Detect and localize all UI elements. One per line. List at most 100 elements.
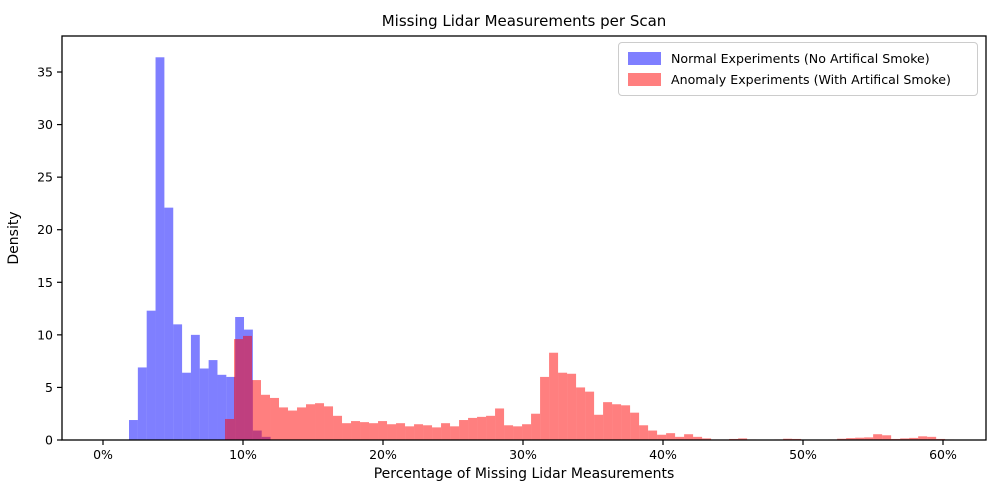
histogram-bar-anomaly [432,427,442,440]
histogram-bar-anomaly [450,426,460,440]
histogram-bar-anomaly [441,423,451,440]
histogram-bar-anomaly [369,423,379,440]
legend-row-anomaly: Anomaly Experiments (With Artifical Smok… [628,69,967,90]
histogram-bar-anomaly [918,436,928,440]
axis-ticks: 0% 10% 20% 30% 40% 50% 60% 0 5 10 15 20 25 30 35 [37,65,957,462]
histogram-bar-anomaly [540,376,550,440]
histogram-bar-anomaly [621,405,631,440]
histogram-bar-anomaly [387,424,397,440]
histogram-bar-normal [129,420,138,440]
x-tick-label: 40% [649,447,677,462]
y-tick-label: 35 [37,65,53,80]
histogram-bar-normal [217,374,227,440]
histogram-bar-anomaly [531,413,541,440]
plot-frame [61,35,987,441]
histogram-bar-anomaly [351,421,361,440]
histogram-bar-anomaly [468,417,478,440]
histogram-bar-anomaly [630,412,640,440]
histogram-bar-anomaly [243,335,252,440]
histogram-bar-anomaly [288,410,298,440]
histogram-bar-anomaly [225,418,234,440]
histogram-bar-anomaly [846,438,856,440]
histogram-bar-anomaly [261,394,270,440]
histogram-bar-anomaly [612,404,622,440]
legend: Normal Experiments (No Artifical Smoke) … [618,42,978,96]
y-tick-label: 10 [37,327,53,342]
histogram-bar-anomaly [909,437,919,440]
histogram-bar-anomaly [315,403,325,440]
histogram-bar-normal [182,372,191,440]
x-tick-label: 50% [789,447,817,462]
histogram-bar-anomaly [558,372,568,440]
histogram-bar-anomaly [882,435,892,440]
x-tick-label: 10% [229,447,257,462]
histogram-bar-anomaly [549,352,559,440]
histogram-bar-anomaly [405,426,415,440]
histogram-bar-anomaly [576,387,586,440]
histogram-bar-anomaly [414,424,424,440]
histogram-bar-normal [146,310,156,440]
y-axis-label: Density [6,211,22,264]
x-tick-label: 0% [93,447,113,462]
histogram-bar-normal [190,334,200,440]
histogram-bar-anomaly [252,380,261,440]
histogram-bar-normal [137,367,147,440]
histogram-bar-anomaly [738,438,748,440]
histogram-bar-normal [173,324,183,440]
histogram-bar-anomaly [594,414,604,440]
histogram-bar-anomaly [702,438,712,440]
histogram-bar-anomaly [522,424,532,440]
histogram-bar-anomaly [900,438,910,440]
histogram-bar-normal [164,207,174,440]
histogram-bar-anomaly [378,421,388,440]
x-axis-label: Percentage of Missing Lidar Measurements [374,466,675,482]
histogram-bar-anomaly [396,423,406,440]
chart-title: Missing Lidar Measurements per Scan [382,12,667,30]
histogram-bar-anomaly [486,415,496,440]
histogram-bar-anomaly [504,425,514,440]
histogram-bar-normal [155,57,165,440]
histogram-bar-anomaly [639,425,649,440]
histogram-bar-anomaly [270,397,280,440]
histogram-bar-anomaly [873,434,883,440]
histogram-bar-anomaly [693,436,703,440]
histogram-bar-anomaly [585,391,595,440]
histogram-bar-anomaly [297,407,307,440]
histogram-bar-anomaly [603,402,613,440]
histogram-bar-anomaly [234,339,243,440]
histogram-bar-anomaly [855,437,865,440]
histogram-bar-anomaly [675,436,685,440]
histogram-bar-normal [208,360,218,440]
y-tick-label: 0 [45,433,53,448]
y-tick-label: 5 [45,380,53,395]
legend-label-anomaly: Anomaly Experiments (With Artifical Smok… [671,72,951,87]
legend-row-normal: Normal Experiments (No Artifical Smoke) [628,48,967,69]
x-tick-label: 20% [369,447,397,462]
histogram-bar-normal [226,376,236,440]
y-tick-label: 30 [37,117,53,132]
histogram-bar-anomaly [666,433,676,440]
histogram-bar-anomaly [324,406,334,440]
y-tick-label: 25 [37,170,53,185]
histogram-bar-anomaly [864,437,874,440]
histogram-bar-anomaly [657,434,667,440]
x-tick-label: 30% [509,447,537,462]
histogram-bar-anomaly [423,425,433,440]
histogram-bar-anomaly [360,422,370,440]
histogram-bar-anomaly [342,423,352,440]
histogram-bar-anomaly [333,415,343,440]
histogram-bar-normal [199,368,209,440]
legend-label-normal: Normal Experiments (No Artifical Smoke) [671,51,930,66]
histogram-bar-anomaly [477,416,487,440]
histogram-bar-anomaly [495,408,505,440]
y-tick-label: 20 [37,222,53,237]
y-tick-label: 15 [37,275,53,290]
histogram-bar-anomaly [459,420,469,440]
histogram-bar-anomaly [279,407,289,440]
histogram-bar-anomaly [513,426,523,440]
histogram-bar-anomaly [306,404,316,440]
legend-swatch-blue [628,52,661,65]
x-tick-label: 60% [929,447,957,462]
